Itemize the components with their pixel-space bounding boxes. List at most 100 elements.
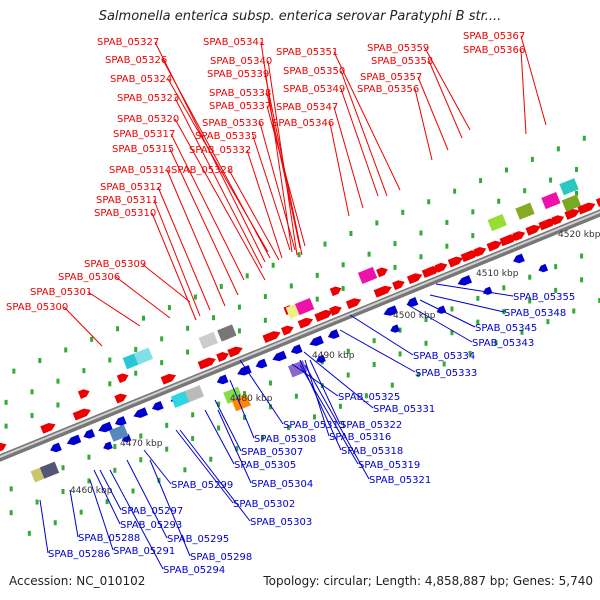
reverse-leader-line [69, 489, 79, 538]
forward-leader-line [63, 306, 103, 347]
reverse-gene-arrow [383, 305, 398, 316]
forward-gene-arrow-shape [114, 393, 127, 404]
tick-dot [108, 381, 112, 387]
reverse-gene-arrow [457, 275, 473, 286]
reverse-gene-arrow-shape [327, 329, 340, 339]
tick-dot [390, 382, 394, 388]
tick-dot [520, 329, 524, 335]
reverse-gene-label: SPAB_05331 [373, 404, 435, 415]
tick-dot [401, 209, 405, 215]
forward-gene-arrow [197, 357, 216, 370]
tick-dot [471, 209, 475, 215]
tick-dot [367, 251, 371, 257]
tick-dot [38, 358, 42, 364]
backbone-highlight [0, 210, 600, 458]
forward-leader-line [174, 118, 266, 281]
tick-dot [289, 283, 293, 289]
forward-gene-arrow [421, 266, 440, 279]
tick-dot [237, 328, 241, 334]
tick-dot [364, 393, 368, 399]
reverse-leader-line [109, 469, 164, 570]
forward-leader-line [87, 291, 141, 327]
reverse-gene-label: SPAB_05348 [504, 308, 566, 319]
forward-gene-arrow-shape [486, 240, 503, 252]
tick-dot [505, 167, 509, 173]
forward-leader-line [266, 105, 306, 247]
reverse-gene-arrow-shape [237, 365, 252, 376]
forward-gene-arrow-shape [329, 305, 342, 316]
forward-gene-arrow [329, 305, 342, 316]
feature-block [231, 394, 251, 412]
forward-gene-label: SPAB_05359 [367, 43, 429, 54]
tick-dot [131, 488, 135, 494]
feature-block [184, 385, 205, 403]
forward-leader-line [167, 78, 269, 253]
forward-gene-arrow [227, 346, 243, 358]
tick-dot [79, 509, 83, 515]
tick-dot [502, 285, 506, 291]
forward-gene-arrow [434, 262, 448, 273]
feature-block [198, 331, 218, 350]
reverse-gene-arrow-shape [133, 407, 148, 418]
reverse-leader-line [99, 469, 122, 511]
forward-gene-label: SPAB_05350 [283, 66, 345, 77]
forward-leader-line [520, 49, 527, 135]
tick-dot [53, 520, 57, 526]
tick-dot [64, 347, 68, 353]
feature-block [559, 178, 579, 196]
reverse-gene-label: SPAB_05295 [167, 534, 229, 545]
forward-gene-label: SPAB_05315 [112, 144, 174, 155]
reverse-gene-label: SPAB_05322 [340, 420, 402, 431]
forward-leader-line [169, 148, 239, 296]
forward-gene-arrow [281, 325, 294, 336]
feature-block [561, 194, 582, 212]
tick-dot [582, 135, 586, 141]
forward-leader-line [417, 76, 449, 151]
forward-leader-line [228, 169, 280, 261]
reverse-gene-label: SPAB_05304 [251, 479, 313, 490]
reverse-gene-arrow-shape [66, 434, 82, 446]
tick-dot [372, 338, 376, 344]
reverse-gene-label: SPAB_05293 [120, 520, 182, 531]
reverse-gene-arrow [327, 329, 340, 339]
tick-dot [167, 305, 171, 311]
forward-gene-arrow-shape [499, 234, 518, 247]
forward-gene-label: SPAB_05301 [30, 287, 92, 298]
reverse-gene-arrow-shape [290, 344, 303, 354]
forward-gene-label: SPAB_05335 [195, 131, 257, 142]
forward-leader-line [340, 88, 379, 197]
forward-gene-arrow [77, 389, 90, 399]
tick-dot [4, 399, 8, 405]
tick-dot [191, 412, 195, 418]
tick-dot [217, 425, 221, 431]
forward-gene-label: SPAB_05347 [276, 102, 338, 113]
forward-gene-arrow-shape [329, 286, 342, 297]
reverse-leader-line [435, 283, 514, 297]
tick-dot [263, 317, 267, 323]
tick-dot [580, 277, 584, 283]
tick-dot [30, 413, 34, 419]
tick-dot [346, 372, 350, 378]
reverse-gene-arrow-shape [513, 253, 525, 264]
reverse-gene-arrow-shape [309, 335, 324, 347]
reverse-leader-line [143, 449, 172, 485]
forward-gene-arrow [595, 197, 600, 207]
tick-dot [165, 422, 169, 428]
reverse-gene-arrow [114, 416, 127, 426]
forward-gene-label: SPAB_05300 [6, 302, 68, 313]
forward-gene-label: SPAB_05367 [463, 31, 525, 42]
reverse-gene-arrow [66, 434, 82, 446]
forward-gene-arrow [376, 267, 388, 278]
tick-dot [235, 446, 239, 452]
reverse-gene-arrow [255, 358, 268, 369]
reverse-leader-line [204, 409, 235, 465]
reverse-gene-arrow-shape [457, 275, 473, 286]
tick-dot [12, 368, 16, 374]
reverse-gene-label: SPAB_05321 [369, 475, 431, 486]
tick-dot [209, 456, 213, 462]
tick-dot [341, 286, 345, 292]
reverse-gene-arrow-shape [98, 421, 113, 433]
forward-gene-arrow-shape [77, 389, 90, 399]
reverse-gene-label: SPAB_05316 [329, 432, 391, 443]
forward-gene-arrow [406, 273, 423, 285]
